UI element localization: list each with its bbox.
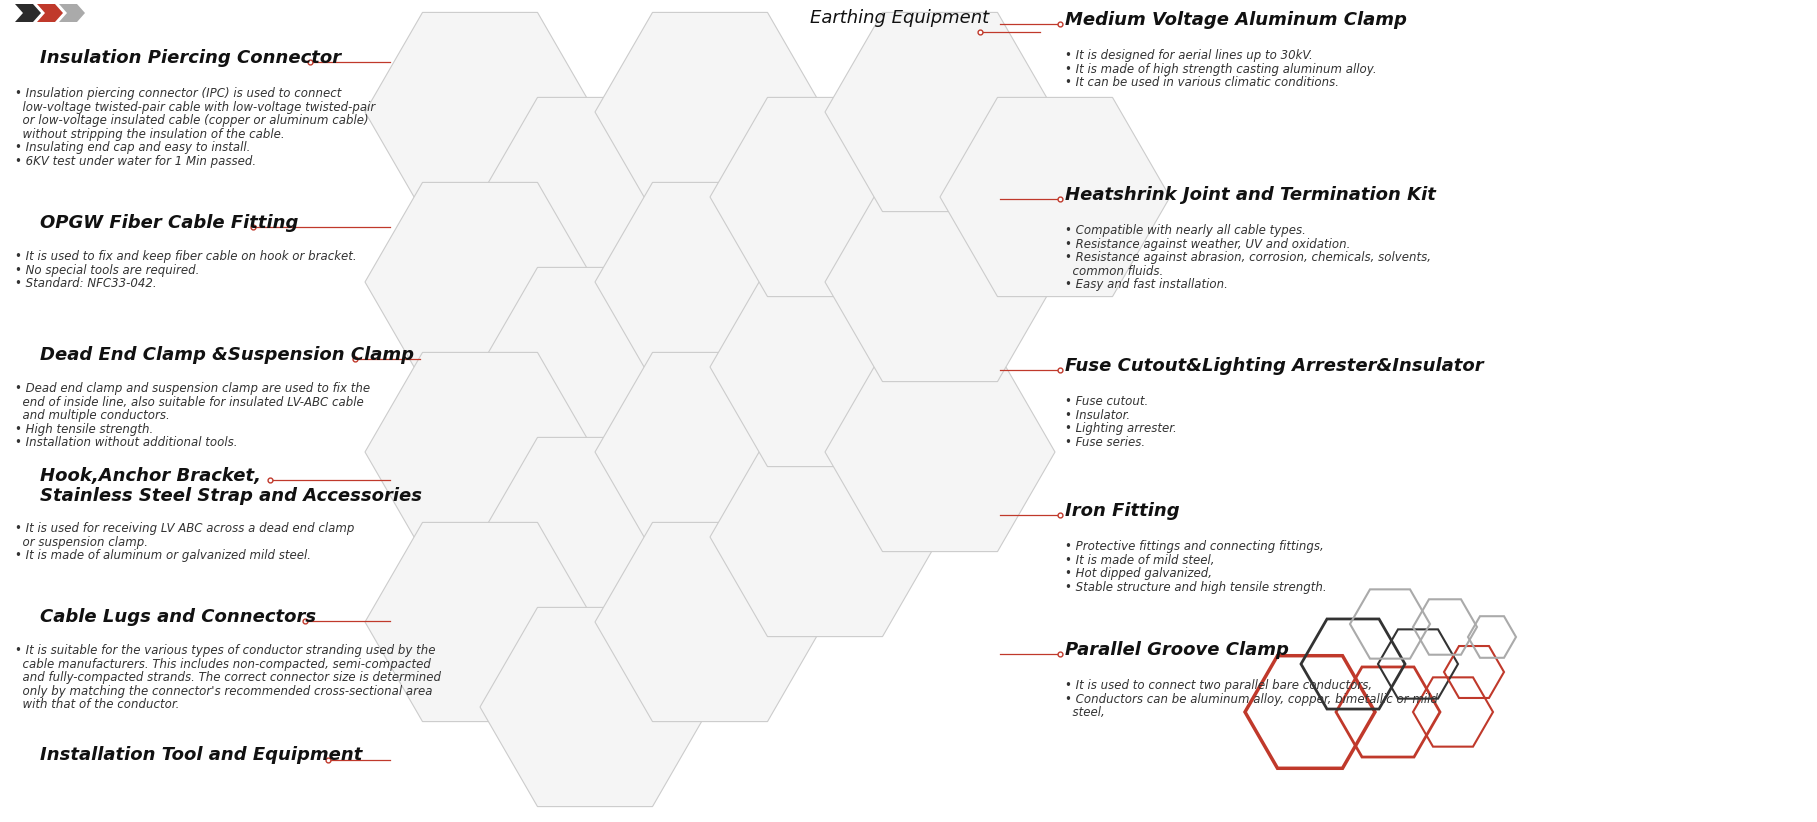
Text: and multiple conductors.: and multiple conductors. <box>15 409 169 423</box>
Text: and fully-compacted strands. The correct connector size is determined: and fully-compacted strands. The correct… <box>15 672 442 684</box>
Text: • It is made of high strength casting aluminum alloy.: • It is made of high strength casting al… <box>1065 62 1377 76</box>
Polygon shape <box>825 353 1056 552</box>
Polygon shape <box>365 523 594 722</box>
Text: • Protective fittings and connecting fittings,: • Protective fittings and connecting fit… <box>1065 540 1325 553</box>
Polygon shape <box>594 12 825 211</box>
Polygon shape <box>710 267 939 467</box>
Polygon shape <box>594 182 825 381</box>
Polygon shape <box>365 182 594 381</box>
Text: Medium Voltage Aluminum Clamp: Medium Voltage Aluminum Clamp <box>1065 11 1406 29</box>
Polygon shape <box>480 267 710 467</box>
Polygon shape <box>365 12 594 211</box>
Text: without stripping the insulation of the cable.: without stripping the insulation of the … <box>15 127 285 141</box>
Text: Stainless Steel Strap and Accessories: Stainless Steel Strap and Accessories <box>40 487 422 505</box>
Text: Hook,Anchor Bracket,: Hook,Anchor Bracket, <box>40 467 262 485</box>
Text: • Easy and fast installation.: • Easy and fast installation. <box>1065 279 1228 292</box>
Text: • Insulating end cap and easy to install.: • Insulating end cap and easy to install… <box>15 141 251 155</box>
Text: cable manufacturers. This includes non-compacted, semi-compacted: cable manufacturers. This includes non-c… <box>15 658 431 671</box>
Text: • Dead end clamp and suspension clamp are used to fix the: • Dead end clamp and suspension clamp ar… <box>15 382 371 395</box>
Text: Insulation Piercing Connector: Insulation Piercing Connector <box>40 49 342 67</box>
Text: end of inside line, also suitable for insulated LV-ABC cable: end of inside line, also suitable for in… <box>15 395 363 409</box>
Text: • It is suitable for the various types of conductor stranding used by the: • It is suitable for the various types o… <box>15 644 436 657</box>
Text: • Fuse cutout.: • Fuse cutout. <box>1065 395 1148 408</box>
Text: • Conductors can be aluminum alloy, copper, bimetallic or mild: • Conductors can be aluminum alloy, copp… <box>1065 693 1437 705</box>
Polygon shape <box>480 607 710 806</box>
Polygon shape <box>594 523 825 722</box>
Polygon shape <box>480 98 710 297</box>
Text: Iron Fitting: Iron Fitting <box>1065 502 1179 520</box>
Text: • It is used to fix and keep fiber cable on hook or bracket.: • It is used to fix and keep fiber cable… <box>15 250 356 263</box>
Text: steel,: steel, <box>1065 706 1105 719</box>
Text: • Compatible with nearly all cable types.: • Compatible with nearly all cable types… <box>1065 224 1306 237</box>
Text: • Standard: NFC33-042.: • Standard: NFC33-042. <box>15 277 156 290</box>
Text: • It is used for receiving LV ABC across a dead end clamp: • It is used for receiving LV ABC across… <box>15 522 354 535</box>
Text: • Resistance against weather, UV and oxidation.: • Resistance against weather, UV and oxi… <box>1065 238 1350 251</box>
Text: Heatshrink Joint and Termination Kit: Heatshrink Joint and Termination Kit <box>1065 186 1435 204</box>
Polygon shape <box>594 353 825 552</box>
Text: Fuse Cutout&Lighting Arrester&Insulator: Fuse Cutout&Lighting Arrester&Insulator <box>1065 357 1484 375</box>
Text: • Hot dipped galvanized,: • Hot dipped galvanized, <box>1065 567 1212 580</box>
Text: • It is made of mild steel,: • It is made of mild steel, <box>1065 553 1214 566</box>
Text: OPGW Fiber Cable Fitting: OPGW Fiber Cable Fitting <box>40 214 298 232</box>
Text: or suspension clamp.: or suspension clamp. <box>15 536 147 548</box>
Polygon shape <box>58 4 85 22</box>
Polygon shape <box>825 12 1056 211</box>
Text: • Lighting arrester.: • Lighting arrester. <box>1065 423 1177 435</box>
Text: • It is made of aluminum or galvanized mild steel.: • It is made of aluminum or galvanized m… <box>15 549 311 562</box>
Text: • Stable structure and high tensile strength.: • Stable structure and high tensile stre… <box>1065 581 1326 593</box>
Text: • It can be used in various climatic conditions.: • It can be used in various climatic con… <box>1065 76 1339 90</box>
Polygon shape <box>480 437 710 636</box>
Text: common fluids.: common fluids. <box>1065 265 1163 278</box>
Text: • It is used to connect two parallel bare conductors,: • It is used to connect two parallel bar… <box>1065 679 1372 692</box>
Polygon shape <box>15 4 42 22</box>
Text: • High tensile strength.: • High tensile strength. <box>15 423 153 436</box>
Text: • Resistance against abrasion, corrosion, chemicals, solvents,: • Resistance against abrasion, corrosion… <box>1065 252 1432 264</box>
Polygon shape <box>365 353 594 552</box>
Text: • No special tools are required.: • No special tools are required. <box>15 264 200 276</box>
Text: • Insulation piercing connector (IPC) is used to connect: • Insulation piercing connector (IPC) is… <box>15 87 342 100</box>
Polygon shape <box>36 4 64 22</box>
Text: • Installation without additional tools.: • Installation without additional tools. <box>15 436 238 450</box>
Text: Cable Lugs and Connectors: Cable Lugs and Connectors <box>40 608 316 626</box>
Polygon shape <box>710 437 939 636</box>
Text: • Insulator.: • Insulator. <box>1065 409 1130 422</box>
Text: Installation Tool and Equipment: Installation Tool and Equipment <box>40 746 362 764</box>
Polygon shape <box>939 98 1170 297</box>
Text: • 6KV test under water for 1 Min passed.: • 6KV test under water for 1 Min passed. <box>15 155 256 168</box>
Text: Earthing Equipment: Earthing Equipment <box>810 9 990 27</box>
Text: only by matching the connector's recommended cross-sectional area: only by matching the connector's recomme… <box>15 685 432 698</box>
Text: with that of the conductor.: with that of the conductor. <box>15 699 180 711</box>
Polygon shape <box>710 98 939 297</box>
Text: Dead End Clamp &Suspension Clamp: Dead End Clamp &Suspension Clamp <box>40 346 414 364</box>
Polygon shape <box>825 182 1056 381</box>
Text: • Fuse series.: • Fuse series. <box>1065 436 1145 449</box>
Text: or low-voltage insulated cable (copper or aluminum cable): or low-voltage insulated cable (copper o… <box>15 114 369 127</box>
Text: • It is designed for aerial lines up to 30kV.: • It is designed for aerial lines up to … <box>1065 49 1312 62</box>
Text: Parallel Groove Clamp: Parallel Groove Clamp <box>1065 641 1288 659</box>
Text: low-voltage twisted-pair cable with low-voltage twisted-pair: low-voltage twisted-pair cable with low-… <box>15 100 376 113</box>
